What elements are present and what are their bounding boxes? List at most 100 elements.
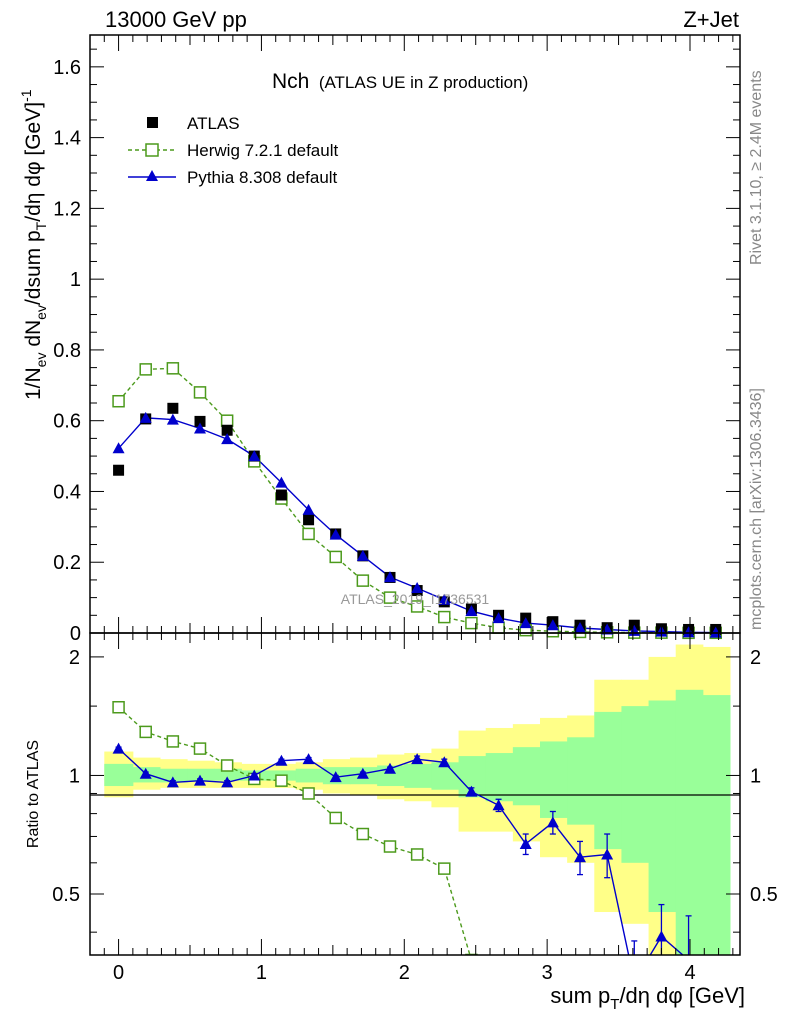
ratio-band-inner bbox=[594, 711, 622, 850]
x-tick-label: 1 bbox=[256, 962, 267, 984]
ratio-point-pythia bbox=[275, 754, 288, 766]
ratio-point-herwig bbox=[275, 774, 288, 787]
ratio-point-herwig bbox=[410, 848, 424, 861]
ratio-point-herwig bbox=[438, 862, 451, 875]
chart-title-sub: (ATLAS UE in Z production) bbox=[319, 73, 528, 92]
ratio-point-herwig bbox=[193, 742, 207, 755]
point-atlas bbox=[194, 415, 206, 427]
y-tick-label: 0.8 bbox=[53, 340, 81, 362]
x-tick-label: 2 bbox=[399, 962, 410, 984]
ratio-y-tick-label: 1 bbox=[69, 765, 80, 787]
chart-title: Nch (ATLAS UE in Z production) bbox=[272, 70, 528, 93]
main-plot-panel: 0 0.2 0.4 0.6 0.8 1 1.2 1.4 1.6 bbox=[53, 34, 741, 645]
point-herwig bbox=[329, 550, 342, 564]
point-pythia bbox=[194, 422, 206, 434]
point-herwig bbox=[302, 527, 315, 541]
ratio-point-pythia bbox=[574, 851, 586, 863]
ratio-point-pythia bbox=[166, 776, 179, 788]
ratio-uncertainty-bands bbox=[104, 644, 731, 955]
x-tick-label: 4 bbox=[684, 962, 695, 984]
x-tick-label: 3 bbox=[542, 962, 553, 984]
y-tick-label: 1.4 bbox=[53, 128, 81, 150]
ratio-band-inner bbox=[648, 700, 677, 913]
point-atlas bbox=[113, 464, 125, 476]
chart-title-main: Nch bbox=[272, 70, 309, 93]
ratio-y-axis-label: Ratio to ATLAS bbox=[25, 740, 42, 848]
point-atlas bbox=[275, 489, 287, 501]
ratio-band-inner bbox=[187, 768, 215, 781]
point-pythia bbox=[329, 528, 342, 540]
ratio-band-inner bbox=[567, 737, 595, 825]
ratio-point-herwig bbox=[356, 827, 370, 841]
y-tick-label: 1.6 bbox=[53, 57, 81, 79]
ratio-band-inner bbox=[540, 741, 568, 818]
legend-marker-atlas bbox=[147, 117, 158, 128]
ratio-band-inner bbox=[512, 747, 541, 806]
rivet-version-label: Rivet 3.1.10, ≥ 2.4M events bbox=[748, 70, 765, 265]
y-axis-label: 1/Nev dNev/dsum pT/dη dφ [GeV]-1 bbox=[18, 89, 49, 400]
point-herwig bbox=[112, 394, 125, 408]
ratio-point-pythia bbox=[438, 756, 451, 768]
point-herwig bbox=[193, 386, 207, 399]
ratio-band-inner bbox=[160, 768, 188, 783]
ratio-point-herwig bbox=[383, 840, 397, 853]
ratio-y-tick-label-right: 0.5 bbox=[750, 884, 778, 906]
ratio-band-inner bbox=[214, 768, 242, 781]
y-tick-label: 1 bbox=[70, 269, 81, 291]
ratio-point-herwig bbox=[465, 953, 478, 955]
point-herwig bbox=[220, 414, 234, 427]
header-process-label: Z+Jet bbox=[683, 7, 739, 32]
ratio-y-tick-label-right: 1 bbox=[750, 765, 761, 787]
ratio-point-pythia bbox=[356, 767, 369, 779]
ratio-point-pythia bbox=[492, 799, 505, 811]
y-tick-label: 1.2 bbox=[53, 198, 81, 220]
ratio-band-inner bbox=[485, 753, 514, 802]
ratio-y-tick-label: 2 bbox=[69, 647, 80, 669]
point-herwig bbox=[465, 616, 478, 630]
point-pythia bbox=[574, 622, 586, 634]
legend-marker-herwig bbox=[145, 143, 159, 157]
point-pythia bbox=[248, 450, 261, 462]
y-tick-label: 0.4 bbox=[53, 481, 81, 503]
ratio-band-inner bbox=[702, 695, 731, 955]
ratio-point-pythia bbox=[465, 785, 478, 797]
ratio-point-pythia bbox=[384, 762, 396, 774]
ratio-point-pythia bbox=[302, 753, 315, 765]
main-data-layer bbox=[112, 362, 722, 640]
ratio-point-pythia bbox=[329, 771, 342, 783]
ratio-point-pythia bbox=[601, 848, 614, 860]
y-tick-label: 0.6 bbox=[53, 411, 81, 433]
point-pythia bbox=[112, 442, 125, 454]
point-pythia bbox=[166, 413, 179, 425]
point-herwig bbox=[383, 591, 397, 604]
ratio-plot-panel: 0 1 2 3 4 0.5 0.5 1 1 2 2 bbox=[52, 632, 778, 984]
ratio-point-herwig bbox=[139, 725, 152, 739]
ratio-point-pythia bbox=[546, 816, 559, 828]
legend-label-atlas: ATLAS bbox=[187, 114, 240, 133]
y-tick-label: 0 bbox=[70, 623, 81, 645]
ratio-plot-frame bbox=[89, 632, 741, 956]
ratio-point-pythia bbox=[194, 774, 206, 786]
legend: ATLAS Herwig 7.2.1 default Pythia 8.308 … bbox=[128, 114, 338, 187]
point-pythia bbox=[356, 549, 369, 561]
x-axis-label: sum pT/dη dφ [GeV] bbox=[550, 983, 745, 1013]
ratio-band-inner bbox=[675, 689, 704, 955]
ratio-point-pythia bbox=[519, 837, 532, 849]
ratio-point-pythia bbox=[655, 930, 668, 942]
ratio-point-herwig bbox=[166, 735, 180, 748]
ratio-point-herwig bbox=[302, 787, 315, 800]
ratio-point-pythia bbox=[112, 742, 125, 754]
point-pythia bbox=[546, 619, 559, 631]
ratio-point-pythia bbox=[248, 769, 261, 781]
ratio-band-inner bbox=[295, 768, 324, 783]
point-herwig bbox=[166, 362, 180, 375]
point-herwig bbox=[356, 574, 370, 587]
ratio-point-herwig bbox=[329, 811, 342, 825]
ratio-data-layer bbox=[112, 700, 692, 955]
point-pythia bbox=[519, 617, 532, 629]
ratio-line-1 bbox=[118, 748, 684, 955]
point-pythia bbox=[682, 626, 695, 638]
legend-label-pythia: Pythia 8.308 default bbox=[187, 168, 338, 187]
point-atlas bbox=[221, 424, 233, 436]
ratio-point-herwig bbox=[220, 759, 234, 772]
